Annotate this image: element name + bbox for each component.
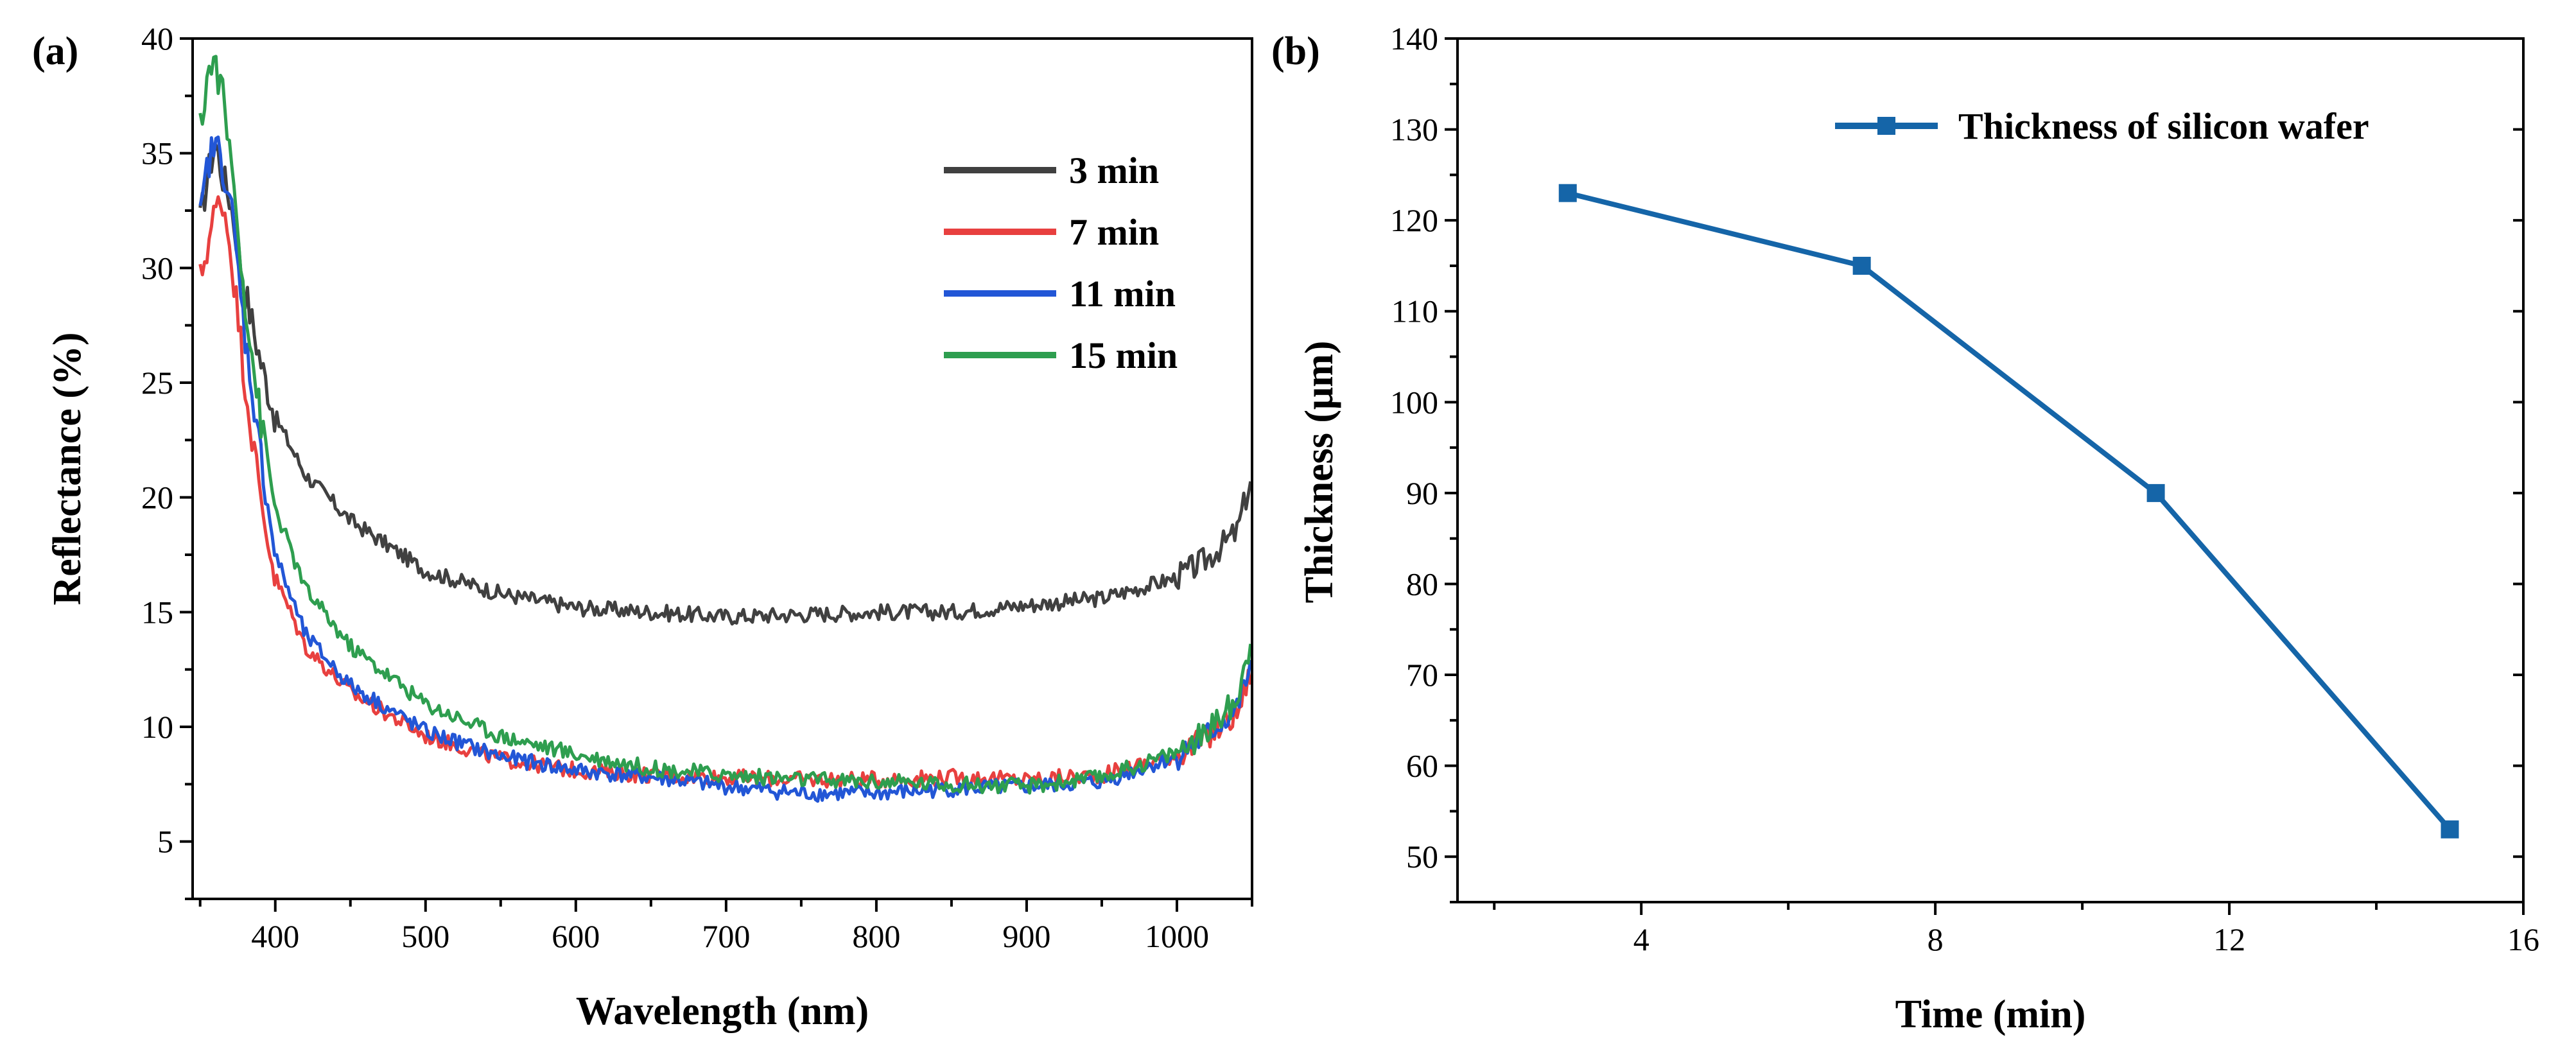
chart-a-legend-label: 11 min [1069,273,1176,315]
chart-a-x-axis-label: Wavelength (nm) [576,989,869,1033]
chart-a-x-tick-label: 900 [1002,918,1050,954]
chart-b-ticks: 4 8 12 16 50 60 70 80 90 100 110 120 130 140 [1390,21,2539,957]
chart-b-y-tick-label: 100 [1390,384,1438,420]
chart-b-y-tick-label: 70 [1406,657,1438,693]
chart-b-y-tick-label: 140 [1390,21,1438,57]
chart-a-y-tick-label: 5 [157,824,173,860]
chart-b-x-tick-label: 12 [2213,921,2245,957]
chart-a-legend: 3 min 7 min 11 min 15 min [944,150,1178,376]
chart-b-series [1558,184,2459,839]
chart-a-series [198,55,1253,803]
chart-a-frame [191,37,1253,900]
chart-a-y-tick-label: 10 [141,709,173,745]
chart-b: 4 8 12 16 50 60 70 80 90 100 110 120 130 140 Time (mi… [1298,21,2539,1036]
chart-a-y-tick-label: 15 [141,594,173,630]
chart-b-y-tick-label: 60 [1406,748,1438,784]
chart-b-y-axis-label: Thickness (μm) [1298,341,1341,604]
chart-b-x-tick-label: 16 [2507,921,2539,957]
chart-a-x-tick-label: 1000 [1145,918,1209,954]
chart-b-legend-marker [1877,117,1895,135]
chart-a-legend-label: 3 min [1069,150,1159,191]
chart-b-data-point [2441,820,2459,839]
chart-a-y-axis-label: Reflectance (%) [46,332,89,605]
chart-a-x-tick-label: 400 [251,918,299,954]
chart-a-series-line [198,55,1253,795]
chart-b-x-axis-label: Time (min) [1895,993,2086,1036]
chart-b-y-tick-label: 130 [1390,112,1438,148]
chart-b-data-point [2146,483,2165,502]
panel-label-a: (a) [32,30,78,73]
chart-b-frame [1456,37,2525,903]
chart-a-y-tick-label: 30 [141,250,173,286]
chart-a-y-tick-label: 35 [141,135,173,171]
chart-a-x-tick-label: 700 [702,918,750,954]
chart-b-data-point [1852,256,1871,275]
chart-a: 400 500 600 700 800 900 1000 5 10 15 20 25 30 35 40 Wa… [46,21,1253,1033]
chart-b-legend: Thickness of silicon wafer [1835,105,2369,147]
chart-a-legend-label: 15 min [1069,335,1178,376]
panel-label-b: (b) [1271,30,1320,73]
chart-b-y-tick-label: 50 [1406,839,1438,875]
chart-a-x-tick-label: 500 [401,918,449,954]
chart-b-y-tick-label: 90 [1406,475,1438,511]
chart-a-x-tick-label: 800 [852,918,900,954]
chart-a-y-tick-label: 25 [141,365,173,401]
chart-a-y-tick-label: 20 [141,480,173,516]
chart-b-y-tick-label: 120 [1390,202,1438,238]
chart-b-data-point [1558,184,1577,202]
chart-b-series-line [1567,190,2452,831]
chart-a-ticks: 400 500 600 700 800 900 1000 5 10 15 20 25 30 35 40 [141,21,1253,954]
chart-a-y-tick-label: 40 [141,21,173,57]
chart-b-x-tick-label: 8 [1928,921,1944,957]
chart-b-legend-label: Thickness of silicon wafer [1958,105,2369,147]
chart-b-y-tick-label: 110 [1391,293,1438,329]
chart-b-x-tick-label: 4 [1633,921,1649,957]
chart-b-y-tick-label: 80 [1406,566,1438,602]
chart-a-legend-label: 7 min [1069,211,1159,253]
chart-a-series-line [198,143,1253,626]
chart-a-x-tick-label: 600 [552,918,600,954]
